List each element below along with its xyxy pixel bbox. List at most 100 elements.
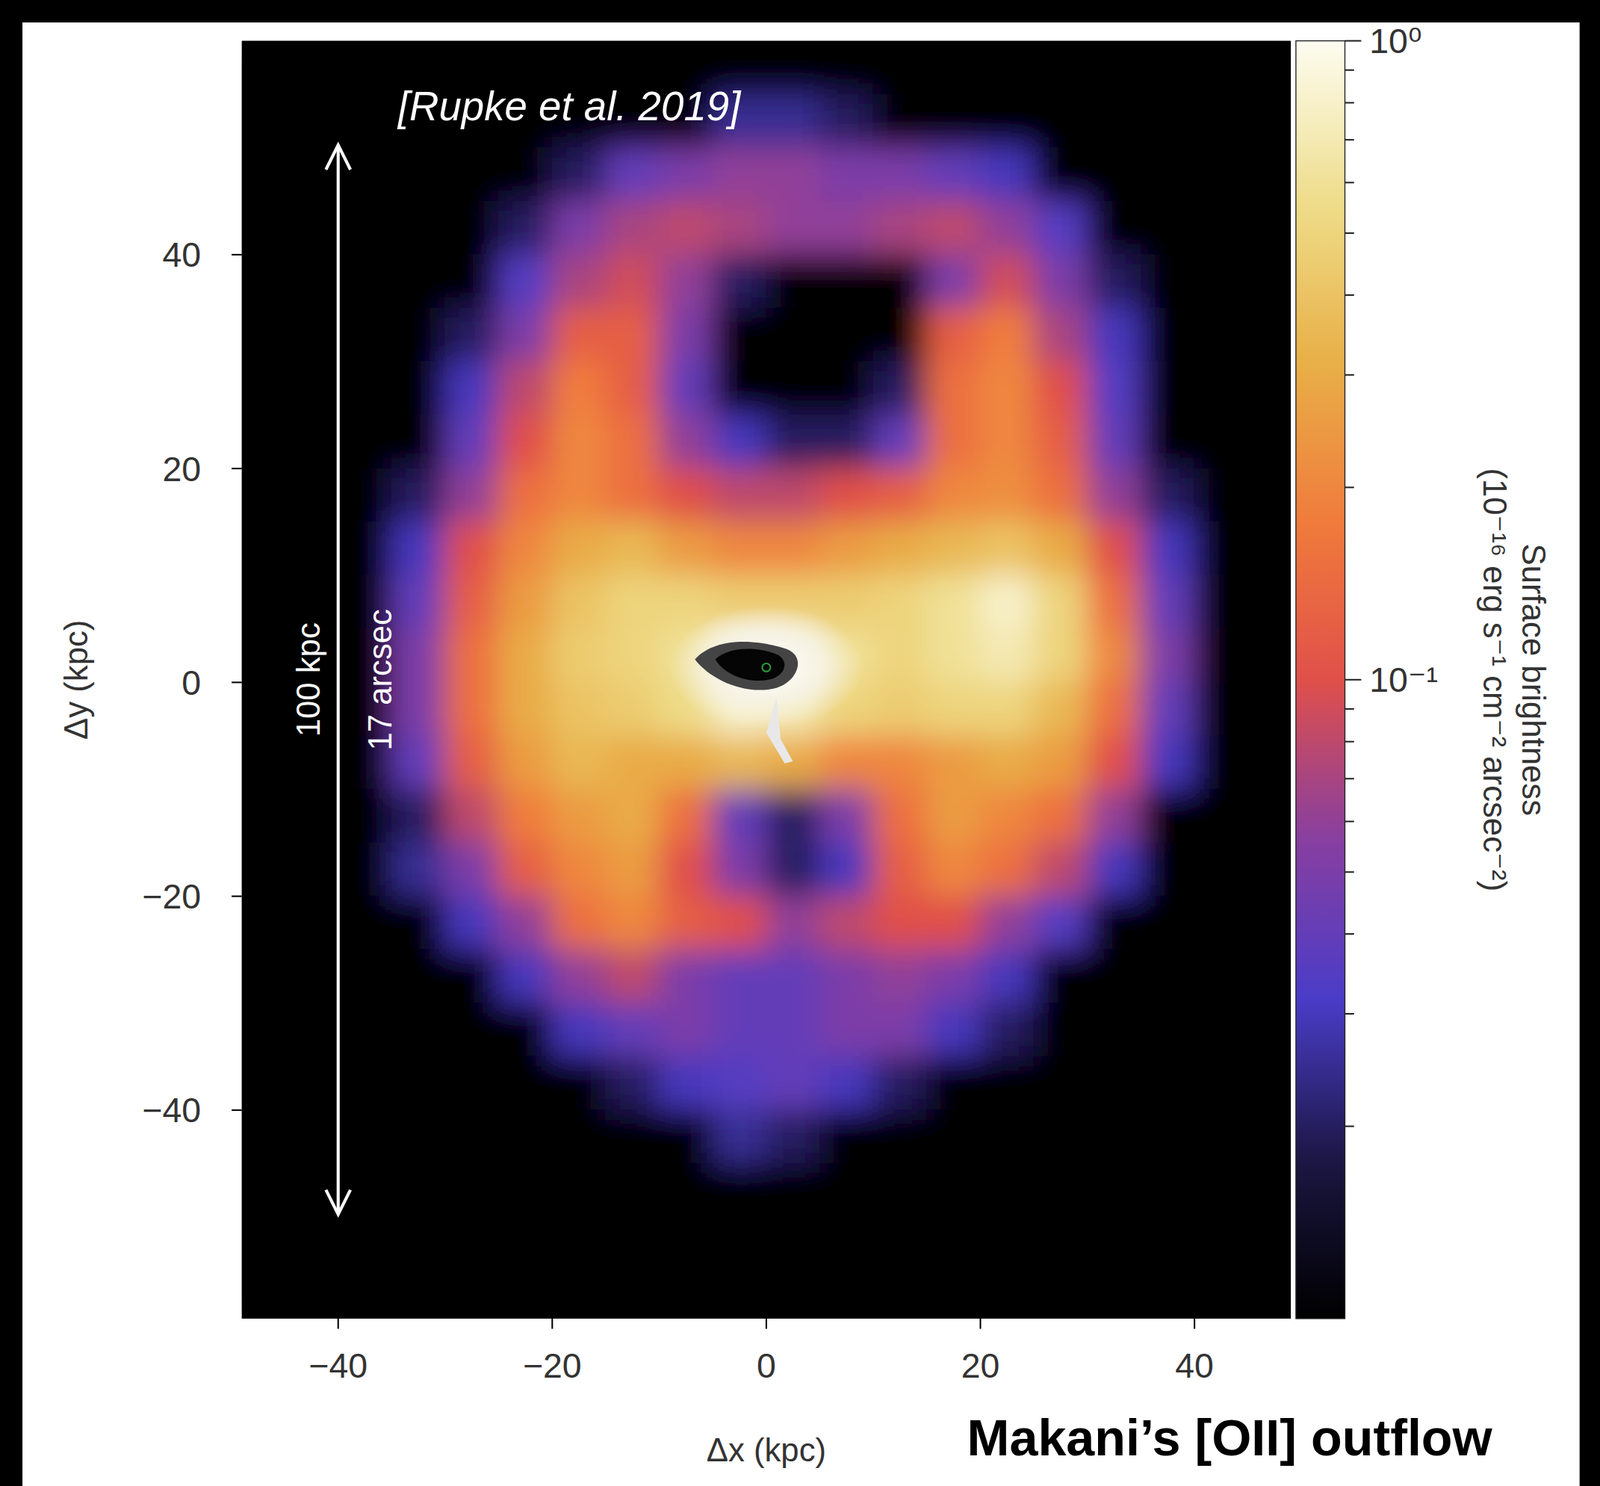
cell [283, 467, 339, 523]
colorbar [1295, 41, 1346, 1319]
cell [605, 253, 660, 309]
cell [980, 575, 1035, 630]
cell [444, 467, 499, 523]
cell [242, 253, 286, 309]
cell [552, 1002, 607, 1057]
cell [1140, 1109, 1196, 1164]
cell [1033, 41, 1088, 95]
cell [1033, 200, 1088, 256]
cell [980, 307, 1035, 363]
x-tick-label: 40 [1174, 1346, 1214, 1385]
cell [712, 1216, 768, 1271]
cell [819, 1056, 874, 1111]
plot-area [242, 41, 1291, 1319]
cell [498, 414, 553, 470]
cell [712, 1269, 768, 1319]
cell [1140, 895, 1196, 951]
cell [926, 735, 981, 790]
cell [552, 949, 607, 1004]
cell [1033, 414, 1088, 470]
cell [242, 895, 286, 951]
galaxy-glow [669, 605, 864, 729]
cell [873, 788, 928, 844]
x-tick [551, 1318, 553, 1329]
cell [926, 788, 981, 844]
cell [552, 467, 607, 523]
cell [391, 1056, 446, 1111]
cell [552, 147, 607, 202]
cell [926, 1056, 981, 1111]
galaxy-center [761, 663, 771, 672]
cell [1140, 681, 1196, 737]
cell [980, 414, 1035, 470]
cell [819, 1163, 874, 1218]
cell [1086, 41, 1142, 95]
cell [1193, 949, 1249, 1004]
cell [242, 788, 286, 844]
cell [337, 1109, 393, 1164]
galaxy-core [715, 648, 786, 681]
cell [926, 307, 981, 363]
cell [926, 467, 981, 523]
cell [337, 467, 393, 523]
cell [1193, 1109, 1249, 1164]
cell [1033, 521, 1088, 576]
cell [980, 253, 1035, 309]
cell [283, 147, 339, 202]
cell [283, 94, 339, 149]
cell [337, 253, 393, 309]
cell [242, 414, 286, 470]
cell [552, 735, 607, 790]
cell [605, 360, 660, 416]
cell [444, 307, 499, 363]
cell [498, 895, 553, 951]
cell [1033, 1216, 1088, 1271]
cell [391, 841, 446, 897]
cell [926, 1216, 981, 1271]
cell [1193, 467, 1249, 523]
cell [444, 1163, 499, 1218]
cell [337, 1002, 393, 1057]
cell [1033, 681, 1088, 737]
cell [498, 628, 553, 683]
cell [1086, 735, 1142, 790]
cell [658, 1163, 714, 1218]
cell [337, 147, 393, 202]
cell [1033, 628, 1088, 683]
cell [1086, 1163, 1142, 1218]
cell [980, 1269, 1035, 1319]
cell [552, 360, 607, 416]
cell [498, 307, 553, 363]
y-tick [231, 467, 243, 470]
cell [658, 788, 714, 844]
cell [444, 575, 499, 630]
cell [1033, 1163, 1088, 1218]
cell [1140, 841, 1196, 897]
cell [444, 360, 499, 416]
cell [337, 94, 393, 149]
cell [819, 1109, 874, 1164]
cell [242, 521, 286, 576]
colorbar-minor-tick [1344, 101, 1354, 104]
cell [391, 735, 446, 790]
cell [1140, 200, 1196, 256]
cell [605, 414, 660, 470]
cell [1140, 575, 1196, 630]
cell [1086, 575, 1142, 630]
cell [498, 147, 553, 202]
cell [926, 253, 981, 309]
cell [1193, 628, 1249, 683]
cell [1193, 841, 1249, 897]
cell [1193, 147, 1249, 202]
cell [1247, 949, 1291, 1004]
cell [391, 200, 446, 256]
x-tick-label: 0 [756, 1346, 777, 1385]
cell [658, 841, 714, 897]
cell [980, 1163, 1035, 1218]
cell [712, 949, 768, 1004]
cell [765, 1163, 821, 1218]
title: Makani’s [OII] outflow [967, 1408, 1494, 1466]
cell [1247, 628, 1291, 683]
cell [926, 841, 981, 897]
cell [552, 200, 607, 256]
